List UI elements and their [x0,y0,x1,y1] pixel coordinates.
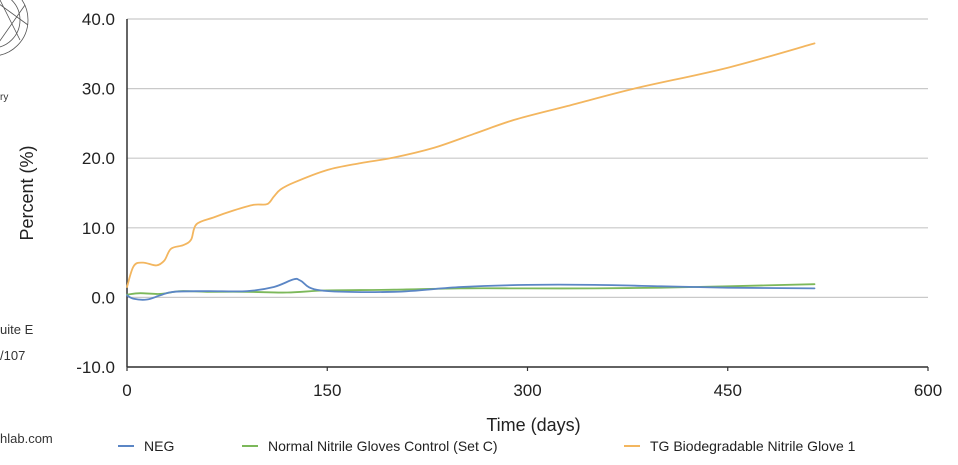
legend: NEG Normal Nitrile Gloves Control (Set C)… [118,438,856,454]
y-tick-label: 40.0 [82,10,115,29]
left-fragment-4: hlab.com [0,431,53,446]
y-tick-label: 10.0 [82,219,115,238]
x-tick-label: 150 [313,381,341,400]
left-margin-fragments: ry uite E /107 hlab.com [0,0,90,465]
x-tick-label: 600 [914,381,942,400]
legend-item: Normal Nitrile Gloves Control (Set C) [242,438,498,454]
axes [126,19,928,368]
y-tick-label: 20.0 [82,149,115,168]
legend-item: TG Biodegradable Nitrile Glove 1 [624,438,856,454]
series-layer [126,42,816,301]
legend-item: NEG [118,438,174,454]
legend-label: Normal Nitrile Gloves Control (Set C) [268,438,498,454]
x-tick-label: 300 [513,381,541,400]
legend-label: TG Biodegradable Nitrile Glove 1 [650,438,856,454]
y-axis-title: Percent (%) [17,145,37,240]
logo-fragment [0,0,29,56]
tick-labels: 40.0 30.0 20.0 10.0 0.0 -10.0 0 150 300 450 600 [76,10,942,400]
x-tick-label: 450 [714,381,742,400]
x-tick-label: 0 [122,381,131,400]
series-line-neg [126,277,816,301]
left-fragment-1: ry [0,92,9,103]
y-tick-label: -10.0 [76,358,115,377]
series-line-tg-biodegradable-nitrile-glove-1 [126,42,816,288]
legend-label: NEG [144,438,174,454]
left-fragment-2: uite E [0,322,34,337]
y-tick-label: 30.0 [82,80,115,99]
left-fragment-3: /107 [0,348,26,363]
y-tick-label: 0.0 [91,288,115,307]
grid-lines [127,18,928,368]
x-axis-title: Time (days) [486,415,580,435]
